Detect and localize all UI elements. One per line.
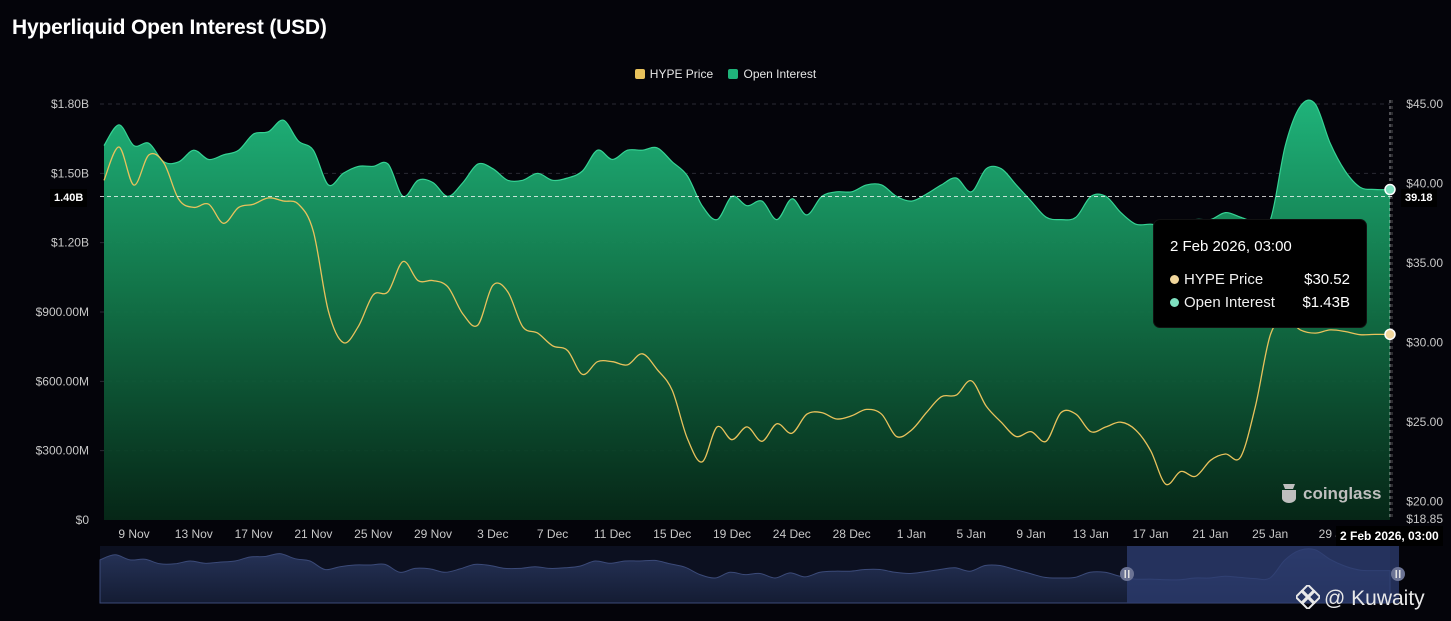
x-tick: 13 Nov: [175, 527, 213, 541]
x-tick: 21 Nov: [294, 527, 332, 541]
x-tick: 19 Dec: [713, 527, 751, 541]
open-interest-area: [104, 100, 1390, 520]
y-tick-right: $35.00: [1406, 256, 1443, 270]
y-tick-left: $600.00M: [36, 374, 89, 388]
y-tick-right: $20.00: [1406, 495, 1443, 509]
y-tick-left: $0: [76, 513, 90, 527]
y-tick-left: $1.80B: [51, 97, 89, 111]
legend-label-price: HYPE Price: [649, 67, 714, 81]
chart-legend: HYPE Price Open Interest: [0, 67, 1451, 81]
hype-price-line: [103, 146, 1391, 486]
tooltip-title: 2 Feb 2026, 03:00: [1170, 238, 1292, 255]
crosshair-left-label: 1.40B: [50, 189, 88, 207]
x-tick: 28 Dec: [833, 527, 871, 541]
x-tick: 29 J: [1319, 527, 1342, 541]
legend-label-open-interest: Open Interest: [743, 67, 817, 81]
legend-swatch-open-interest: [728, 69, 739, 79]
x-tick: 13 Jan: [1073, 527, 1109, 541]
legend-item-price[interactable]: HYPE Price: [634, 67, 714, 81]
x-tick: 3 Dec: [477, 527, 508, 541]
y-tick-left: $900.00M: [36, 305, 89, 319]
x-tick: 29 Nov: [414, 527, 452, 541]
x-tick: 7 Dec: [537, 527, 568, 541]
x-tick: 1 Jan: [897, 527, 926, 541]
open-interest-marker: [1384, 183, 1396, 196]
tooltip-open-interest-value: $1.43B: [1302, 294, 1350, 311]
x-tick: 25 Jan: [1252, 527, 1288, 541]
hype-price-marker: [1384, 328, 1396, 341]
x-tick: 17 Jan: [1133, 527, 1169, 541]
y-tick-right: $45.00: [1406, 97, 1443, 111]
coinglass-logo-icon: [1282, 484, 1296, 503]
credit-text: @ Kuwaity: [1324, 587, 1425, 610]
x-tick: 9 Nov: [118, 527, 149, 541]
navigator-handle-right[interactable]: [1391, 567, 1405, 581]
y-tick-right: $25.00: [1406, 415, 1443, 429]
range-navigator[interactable]: [99, 546, 1405, 604]
tooltip-row-price: HYPE Price $30.52: [1170, 271, 1350, 288]
tooltip-price-label: HYPE Price: [1184, 271, 1264, 288]
crosshair-right-label: 39.18: [1401, 189, 1437, 207]
x-tick: 9 Jan: [1016, 527, 1045, 541]
watermark-text: coinglass: [1303, 484, 1382, 503]
x-tick: 24 Dec: [773, 527, 811, 541]
x-tick: 17 Nov: [235, 527, 273, 541]
binance-logo-icon: [1296, 585, 1320, 609]
x-tick: 25 Nov: [354, 527, 392, 541]
y-tick-left: $1.20B: [51, 236, 89, 250]
coinglass-watermark: coinglass: [1279, 481, 1381, 505]
y-axis-left: $0 $300.00M $600.00M $900.00M $1.20B $1.50B $1…: [36, 97, 90, 527]
y-axis-right: $18.85 $20.00 $25.00 $30.00 $35.00 $40.00 $45.…: [1406, 97, 1443, 526]
x-tick: 21 Jan: [1192, 527, 1228, 541]
tooltip-row-open-interest: Open Interest $1.43B: [1170, 294, 1350, 311]
crosshair-x-label: 2 Feb 2026, 03:00: [1336, 526, 1443, 546]
legend-item-open-interest[interactable]: Open Interest: [728, 67, 816, 81]
navigator-handle-left[interactable]: [1120, 567, 1134, 581]
x-tick: 5 Jan: [957, 527, 986, 541]
y-tick-right: $18.85: [1406, 512, 1443, 526]
price-dot-icon: [1170, 275, 1179, 284]
y-tick-right: $30.00: [1406, 336, 1443, 350]
page-title: Hyperliquid Open Interest (USD): [12, 16, 327, 39]
legend-swatch-price: [634, 69, 645, 79]
navigator-selection[interactable]: [1127, 546, 1399, 603]
y-tick-right: $40.00: [1406, 177, 1443, 191]
credit: @ Kuwaity: [1296, 585, 1425, 611]
tooltip-open-interest-label: Open Interest: [1184, 294, 1275, 311]
y-tick-left: $1.50B: [51, 166, 89, 180]
tooltip-price-value: $30.52: [1304, 271, 1350, 288]
x-tick: 11 Dec: [594, 527, 631, 541]
y-tick-left: $300.00M: [36, 444, 89, 458]
tooltip: 2 Feb 2026, 03:00 HYPE Price $30.52 Open…: [1154, 220, 1366, 327]
x-axis: 9 Nov 13 Nov 17 Nov 21 Nov 25 Nov 29 Nov 3 Dec…: [118, 527, 1341, 541]
x-tick: 15 Dec: [653, 527, 691, 541]
open-interest-dot-icon: [1170, 298, 1179, 307]
